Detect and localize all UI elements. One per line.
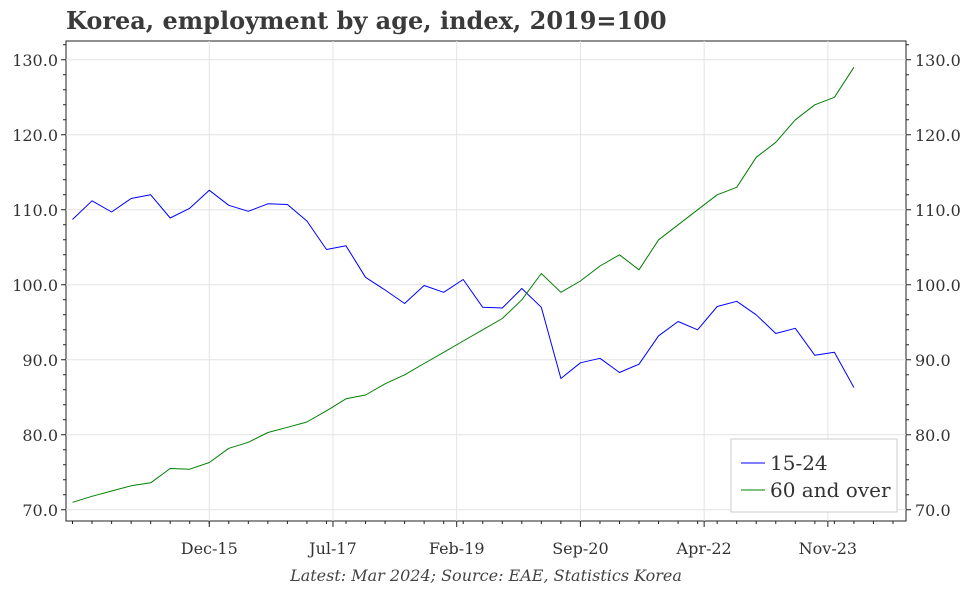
y-tick-label: 80.0 bbox=[915, 426, 951, 445]
legend-box bbox=[730, 438, 898, 513]
series-line-60-and-over bbox=[72, 67, 855, 503]
y-tick-label: 70.0 bbox=[22, 501, 58, 520]
y-tick-label: 90.0 bbox=[22, 351, 58, 370]
y-tick-label: 130.0 bbox=[915, 51, 961, 70]
legend: 15-24 60 and over bbox=[730, 438, 898, 513]
chart-title: Korea, employment by age, index, 2019=10… bbox=[66, 6, 667, 35]
y-tick-label: 120.0 bbox=[915, 126, 961, 145]
y-tick-label: 100.0 bbox=[12, 276, 58, 295]
legend-label-15-24: 15-24 bbox=[770, 451, 828, 475]
y-tick-label: 110.0 bbox=[12, 201, 58, 220]
y-tick-label: 90.0 bbox=[915, 351, 951, 370]
series-line-15-24 bbox=[72, 189, 855, 388]
x-tick-label: Apr-22 bbox=[676, 539, 732, 558]
y-axis-left: 70.0 80.0 90.0 100.0 110.0 120.0 130.0 bbox=[12, 44, 66, 520]
source-note: Latest: Mar 2024; Source: EAE, Statistic… bbox=[290, 566, 682, 585]
series-lines bbox=[72, 67, 855, 503]
grid bbox=[66, 41, 906, 521]
y-axis-right: 70.0 80.0 90.0 100.0 110.0 120.0 130.0 bbox=[906, 44, 961, 520]
y-tick-label: 100.0 bbox=[915, 276, 961, 295]
y-tick-label: 110.0 bbox=[915, 201, 961, 220]
x-tick-label: Sep-20 bbox=[552, 539, 608, 558]
x-tick-label: Nov-23 bbox=[799, 539, 857, 558]
y-tick-label: 80.0 bbox=[22, 426, 58, 445]
y-tick-label: 120.0 bbox=[12, 126, 58, 145]
x-tick-label: Jul-17 bbox=[307, 539, 357, 558]
x-axis: Dec-15 Jul-17 Feb-19 Sep-20 Apr-22 Nov-23 bbox=[72, 521, 894, 558]
y-tick-label: 130.0 bbox=[12, 51, 58, 70]
x-tick-label: Feb-19 bbox=[429, 539, 485, 558]
y-tick-label: 70.0 bbox=[915, 501, 951, 520]
x-tick-label: Dec-15 bbox=[181, 539, 238, 558]
legend-label-60-and-over: 60 and over bbox=[770, 478, 891, 502]
